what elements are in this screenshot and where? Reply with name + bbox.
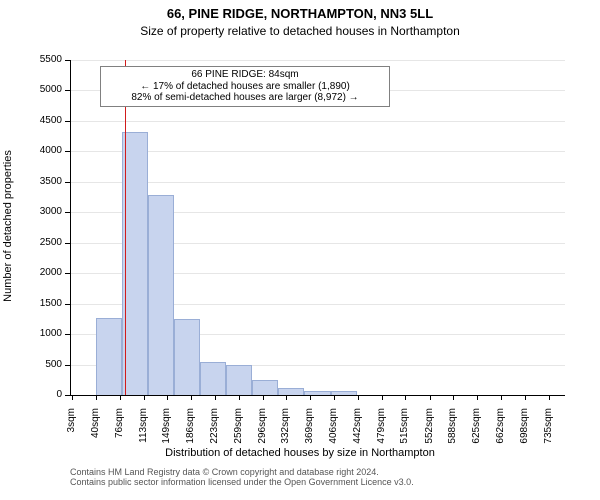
x-tick-label: 369sqm <box>305 408 315 458</box>
x-tick-label: 698sqm <box>520 408 530 458</box>
y-tick-label: 1500 <box>22 299 62 309</box>
annotation-line: 66 PINE RIDGE: 84sqm <box>105 69 385 81</box>
x-tick <box>286 395 287 400</box>
x-tick <box>430 395 431 400</box>
histogram-bar <box>174 319 200 395</box>
x-tick <box>239 395 240 400</box>
grid-line <box>70 60 565 61</box>
x-tick <box>549 395 550 400</box>
grid-line <box>70 121 565 122</box>
y-tick-label: 4000 <box>22 146 62 156</box>
x-tick-label: 3sqm <box>67 408 77 458</box>
x-tick-label: 515sqm <box>400 408 410 458</box>
x-tick-label: 552sqm <box>425 408 435 458</box>
x-tick-label: 588sqm <box>448 408 458 458</box>
x-tick-label: 662sqm <box>496 408 506 458</box>
chart-title: 66, PINE RIDGE, NORTHAMPTON, NN3 5LL <box>0 6 600 21</box>
x-tick <box>334 395 335 400</box>
histogram-bar <box>96 318 122 395</box>
x-axis-label: Distribution of detached houses by size … <box>0 447 600 459</box>
x-tick-label: 625sqm <box>472 408 482 458</box>
x-tick-label: 40sqm <box>91 408 101 458</box>
x-tick-label: 186sqm <box>186 408 196 458</box>
annotation-line: 82% of semi-detached houses are larger (… <box>105 92 385 104</box>
x-tick-label: 76sqm <box>115 408 125 458</box>
x-tick-label: 332sqm <box>281 408 291 458</box>
y-tick-label: 500 <box>22 360 62 370</box>
y-tick-label: 5000 <box>22 85 62 95</box>
chart-container: 66, PINE RIDGE, NORTHAMPTON, NN3 5LL Siz… <box>0 0 600 500</box>
y-tick-label: 0 <box>22 390 62 400</box>
y-tick-label: 3500 <box>22 177 62 187</box>
x-tick-label: 735sqm <box>544 408 554 458</box>
y-axis-label: Number of detached properties <box>2 126 14 326</box>
x-tick <box>215 395 216 400</box>
y-tick-label: 2500 <box>22 238 62 248</box>
histogram-bar <box>200 362 226 396</box>
histogram-bar <box>122 132 148 395</box>
x-tick <box>310 395 311 400</box>
x-tick <box>405 395 406 400</box>
histogram-bar <box>226 365 252 395</box>
x-tick <box>144 395 145 400</box>
x-tick-label: 259sqm <box>234 408 244 458</box>
footer-line-1: Contains HM Land Registry data © Crown c… <box>70 467 414 477</box>
x-tick <box>191 395 192 400</box>
x-tick <box>501 395 502 400</box>
annotation-box: 66 PINE RIDGE: 84sqm← 17% of detached ho… <box>100 66 390 107</box>
x-tick <box>72 395 73 400</box>
footer-line-2: Contains public sector information licen… <box>70 477 414 487</box>
plot-area <box>70 60 565 395</box>
x-tick-label: 442sqm <box>353 408 363 458</box>
x-tick <box>358 395 359 400</box>
x-tick-label: 223sqm <box>210 408 220 458</box>
x-tick-label: 296sqm <box>258 408 268 458</box>
y-tick-label: 1000 <box>22 329 62 339</box>
x-tick-label: 149sqm <box>162 408 172 458</box>
footer-text: Contains HM Land Registry data © Crown c… <box>70 467 414 488</box>
y-axis-line <box>70 60 71 395</box>
y-tick-label: 5500 <box>22 55 62 65</box>
x-tick-label: 113sqm <box>139 408 149 458</box>
y-tick-label: 4500 <box>22 116 62 126</box>
y-tick-label: 2000 <box>22 268 62 278</box>
x-tick <box>167 395 168 400</box>
x-tick <box>525 395 526 400</box>
y-tick-label: 3000 <box>22 207 62 217</box>
histogram-bar <box>148 195 174 395</box>
x-tick <box>477 395 478 400</box>
histogram-bar <box>278 388 304 395</box>
x-tick <box>96 395 97 400</box>
chart-subtitle: Size of property relative to detached ho… <box>0 24 600 38</box>
x-tick-label: 479sqm <box>377 408 387 458</box>
x-tick-label: 406sqm <box>329 408 339 458</box>
histogram-bar <box>252 380 278 395</box>
x-tick <box>120 395 121 400</box>
x-tick <box>263 395 264 400</box>
x-tick <box>453 395 454 400</box>
reference-line <box>125 60 126 395</box>
annotation-line: ← 17% of detached houses are smaller (1,… <box>105 81 385 93</box>
x-tick <box>382 395 383 400</box>
